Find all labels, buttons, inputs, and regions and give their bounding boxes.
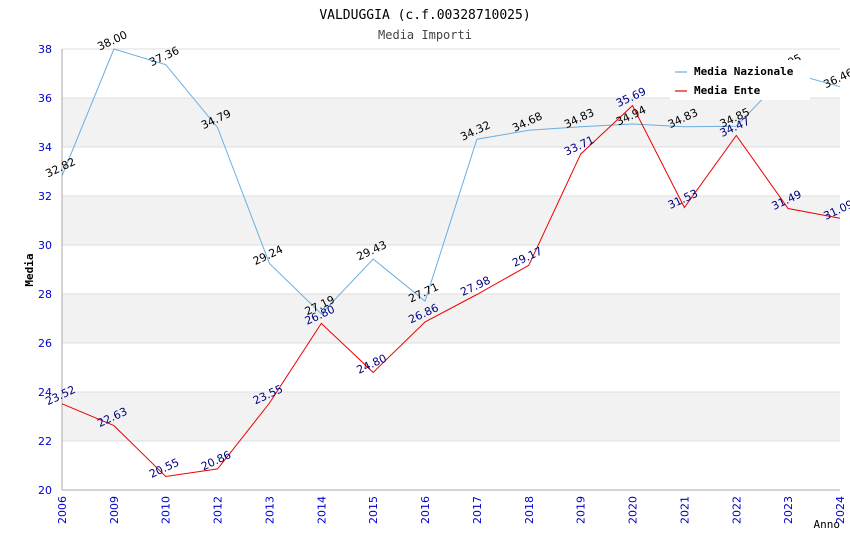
data-label: 32.82 — [43, 155, 77, 180]
band — [62, 392, 840, 441]
x-tick-label: 2024 — [834, 496, 847, 524]
y-tick-label: 26 — [38, 337, 52, 350]
data-label: 36.46 — [821, 66, 850, 91]
x-axis-title: Anno — [814, 518, 841, 531]
series-line-media-ente — [61, 104, 841, 478]
data-label: 29.24 — [251, 243, 285, 268]
band — [62, 294, 840, 343]
y-tick-label: 30 — [38, 239, 52, 252]
x-tick-label: 2018 — [523, 496, 536, 524]
y-tick-labels: 20 22 24 26 28 30 32 34 36 38 — [38, 43, 52, 497]
data-label: 38.00 — [95, 28, 129, 53]
x-tick-label: 2013 — [263, 496, 276, 524]
data-label: 20.55 — [147, 456, 181, 481]
chart-title: VALDUGGIA (c.f.00328710025) — [319, 8, 530, 23]
y-tick-label: 24 — [38, 386, 52, 399]
y-tick-label: 38 — [38, 43, 52, 56]
y-axis-title: Media — [23, 253, 36, 286]
x-tick-label: 2021 — [678, 496, 691, 524]
y-tick-label: 32 — [38, 190, 52, 203]
x-tick-label: 2017 — [471, 496, 484, 524]
y-tick-label: 36 — [38, 92, 52, 105]
y-tick-label: 28 — [38, 288, 52, 301]
x-tick-label: 2020 — [627, 496, 640, 524]
band — [62, 98, 840, 147]
legend-box — [670, 60, 810, 100]
gridlines — [62, 48, 840, 491]
y-tick-label: 20 — [38, 484, 52, 497]
legend-label-media-nazionale: Media Nazionale — [694, 65, 794, 78]
x-tick-label: 2019 — [575, 496, 588, 524]
x-tick-label: 2023 — [782, 496, 795, 524]
x-tick-labels: 2006 2009 2010 2012 2013 2014 2015 2016 2017 2018… — [56, 496, 847, 524]
series-line-media-nazionale — [61, 48, 841, 315]
axes — [61, 49, 840, 491]
x-tick-label: 2014 — [315, 496, 328, 524]
x-tick-label: 2022 — [730, 496, 743, 524]
x-tick-label: 2012 — [212, 496, 225, 524]
x-tick-label: 2015 — [367, 496, 380, 524]
y-tick-label: 22 — [38, 435, 52, 448]
x-tick-label: 2009 — [108, 496, 121, 524]
x-tick-label: 2006 — [56, 496, 69, 524]
legend-label-media-ente: Media Ente — [694, 84, 761, 97]
data-label: 37.36 — [147, 44, 181, 69]
background-bands — [62, 98, 840, 441]
data-label: 24.80 — [355, 352, 389, 377]
legend: Media Nazionale Media Ente — [670, 60, 810, 100]
series-lines — [61, 48, 841, 478]
x-tick-label: 2016 — [419, 496, 432, 524]
chart-subtitle: Media Importi — [378, 28, 472, 42]
y-tick-label: 34 — [38, 141, 52, 154]
x-tick-label: 2010 — [160, 496, 173, 524]
